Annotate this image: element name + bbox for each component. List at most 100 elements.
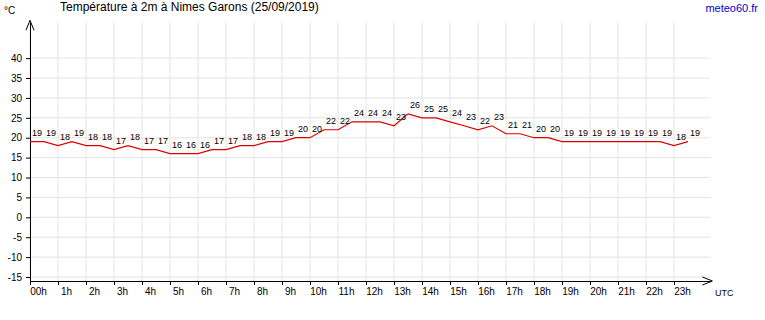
data-label: 21 xyxy=(508,120,518,130)
tick: -10 xyxy=(8,252,30,263)
grid-line xyxy=(226,22,227,281)
data-label: 16 xyxy=(172,140,182,150)
data-label: 19 xyxy=(270,128,280,138)
tick-label: 3h xyxy=(117,286,128,297)
tick-mark xyxy=(26,98,30,99)
grid-line xyxy=(142,22,143,281)
grid-line xyxy=(30,197,710,198)
tick-label: 20 xyxy=(11,132,23,143)
tick-mark xyxy=(142,281,143,285)
tick: 25 xyxy=(11,113,30,124)
data-label: 23 xyxy=(396,112,406,122)
tick: 22h xyxy=(646,281,663,297)
grid-line xyxy=(114,22,115,281)
tick-mark xyxy=(114,281,115,285)
tick-mark xyxy=(534,281,535,285)
data-label: 26 xyxy=(410,100,420,110)
chart: -15-10-5051015202530354000h1h2h3h4h5h6h7… xyxy=(0,0,765,320)
data-label: 24 xyxy=(368,108,378,118)
tick: 15h xyxy=(450,281,467,297)
data-label: 17 xyxy=(228,136,238,146)
data-label: 18 xyxy=(676,132,686,142)
tick: 2h xyxy=(87,281,101,297)
data-label: 22 xyxy=(326,116,336,126)
tick: 19h xyxy=(562,281,579,297)
tick: 17h xyxy=(506,281,523,297)
tick-label: 20h xyxy=(590,286,607,297)
data-label: 20 xyxy=(312,124,322,134)
tick-label: -5 xyxy=(13,232,22,243)
data-label: 19 xyxy=(606,128,616,138)
tick: 10h xyxy=(310,281,327,297)
tick-mark xyxy=(58,281,59,285)
axis-line xyxy=(30,23,31,282)
grid-line xyxy=(646,22,647,281)
tick-mark xyxy=(30,281,31,285)
tick-mark xyxy=(674,281,675,285)
grid-line xyxy=(170,22,171,281)
data-label: 18 xyxy=(60,132,70,142)
tick: 7h xyxy=(227,281,241,297)
tick-label: 4h xyxy=(145,286,156,297)
tick: 13h xyxy=(394,281,411,297)
tick-label: 17h xyxy=(506,286,523,297)
data-label: 23 xyxy=(494,112,504,122)
tick: 21h xyxy=(618,281,635,297)
tick: 11h xyxy=(339,281,355,297)
tick: 20 xyxy=(11,132,30,143)
tick-mark xyxy=(26,237,30,238)
tick-label: 10h xyxy=(310,286,327,297)
tick-label: -15 xyxy=(8,272,23,283)
grid-line xyxy=(422,22,423,281)
tick-label: 6h xyxy=(201,286,212,297)
grid-line xyxy=(562,22,563,281)
tick-label: 25 xyxy=(11,113,23,124)
grid-line xyxy=(478,22,479,281)
data-label: 17 xyxy=(116,136,126,146)
y-axis: -15-10-50510152025303540 xyxy=(8,23,31,283)
data-label: 18 xyxy=(256,132,266,142)
tick-label: 7h xyxy=(229,286,240,297)
tick-mark xyxy=(170,281,171,285)
tick-mark xyxy=(26,257,30,258)
tick-label: 00h xyxy=(30,286,47,297)
grid-line xyxy=(590,22,591,281)
tick: 12h xyxy=(366,281,383,297)
tick-mark xyxy=(26,78,30,79)
tick-mark xyxy=(562,281,563,285)
grid xyxy=(30,22,710,281)
temperature-line xyxy=(30,114,688,154)
y-axis-label: °C xyxy=(4,5,15,16)
grid-line xyxy=(58,22,59,281)
tick-label: 8h xyxy=(257,286,268,297)
tick: -5 xyxy=(13,232,30,243)
tick-mark xyxy=(338,281,339,285)
data-label: 24 xyxy=(354,108,364,118)
data-label: 20 xyxy=(550,124,560,134)
tick-mark xyxy=(198,281,199,285)
data-label: 17 xyxy=(158,136,168,146)
tick-mark xyxy=(254,281,255,285)
x-axis-label: UTC xyxy=(715,288,734,298)
tick: 20h xyxy=(590,281,607,297)
grid-line xyxy=(30,78,710,79)
data-label: 20 xyxy=(536,124,546,134)
data-label: 19 xyxy=(578,128,588,138)
data-label: 19 xyxy=(690,128,700,138)
grid-line xyxy=(254,22,255,281)
tick-label: 30 xyxy=(11,93,23,104)
grid-line xyxy=(282,22,283,281)
source: meteo60.fr xyxy=(705,2,758,14)
tick-mark xyxy=(26,158,30,159)
tick-mark xyxy=(450,281,451,285)
tick-label: 21h xyxy=(618,286,635,297)
tick-label: 9h xyxy=(285,286,296,297)
grid-line xyxy=(30,277,710,278)
data-label: 19 xyxy=(46,128,56,138)
tick-label: 15h xyxy=(450,286,467,297)
data-label: 19 xyxy=(32,128,42,138)
tick: 9h xyxy=(283,281,297,297)
tick: 00h xyxy=(30,281,47,297)
data-label: 22 xyxy=(480,116,490,126)
data-label: 19 xyxy=(662,128,672,138)
